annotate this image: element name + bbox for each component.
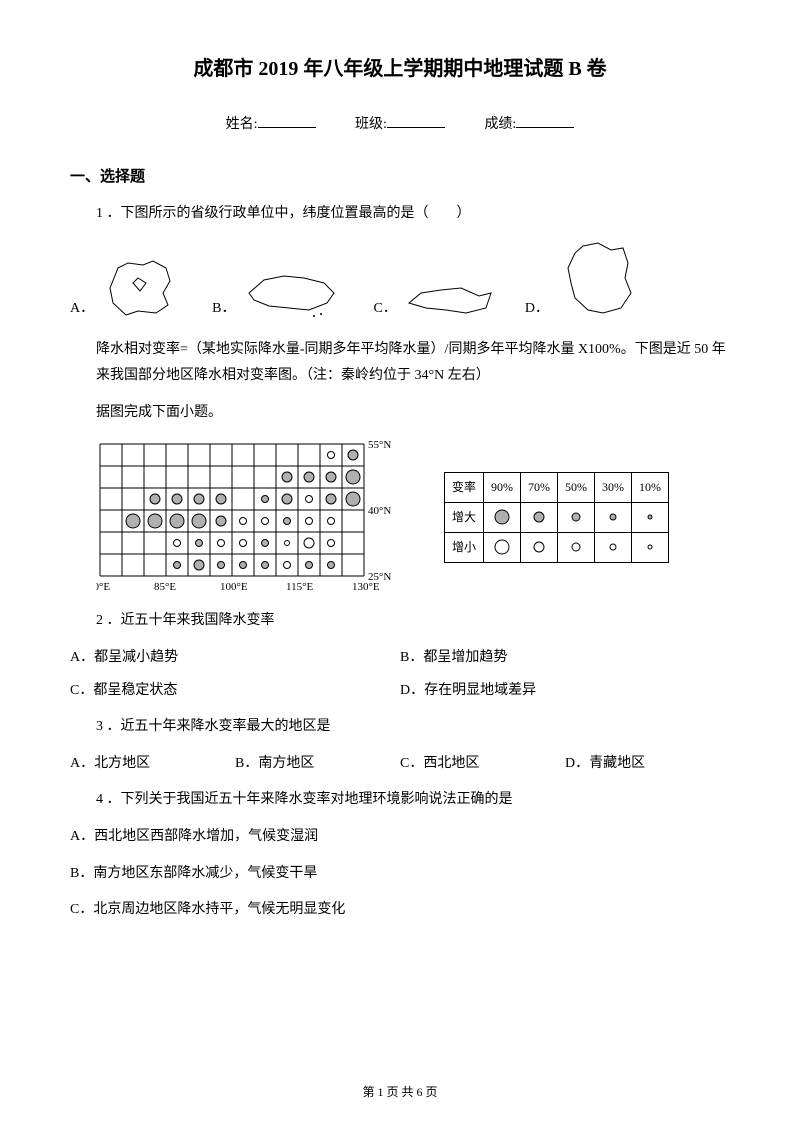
class-label: 班级: [355,117,387,132]
q1-options: A． B． C． D． [70,238,730,323]
svg-text:85°E: 85°E [154,581,176,593]
province-shape-c [401,278,501,323]
q2-text: 2 ．近五十年来我国降水变率 [96,608,730,635]
province-shape-a [98,253,188,323]
name-blank[interactable] [258,112,316,128]
class-blank[interactable] [387,112,445,128]
q3-text: 3 ．近五十年来降水变率最大的地区是 [96,714,730,741]
intro-text-1: 降水相对变率=（某地实际降水量-同期多年平均降水量）/同期多年平均降水量 X10… [96,337,730,390]
q1-option-d-label: D． [525,296,549,323]
page-footer: 第 1 页 共 6 页 [0,1081,800,1104]
q3-option-c: C．西北地区 [400,751,565,778]
svg-text:130°E: 130°E [352,581,380,593]
q4-text: 4 ．下列关于我国近五十年来降水变率对地理环境影响说法正确的是 [96,787,730,814]
q2-option-a: A．都呈减小趋势 [70,645,400,672]
header-fields: 姓名: 班级: 成绩: [70,112,730,139]
q2-option-d: D．存在明显地域差异 [400,678,730,705]
legend-table: 变率90%70%50%30%10% 增大 增小 [444,472,669,562]
q4-option-a: A．西北地区西部降水增加，气候变湿润 [70,824,730,851]
q1-option-b-label: B． [212,296,235,323]
intro-text-2: 据图完成下面小题。 [96,400,730,427]
score-label: 成绩: [484,117,516,132]
page-title: 成都市 2019 年八年级上学期期中地理试题 B 卷 [70,50,730,88]
chart-and-legend: 55°N40°N25°N70°E85°E100°E115°E130°E 变率90… [96,440,730,594]
score-blank[interactable] [516,112,574,128]
q1-option-a-label: A． [70,296,94,323]
svg-text:100°E: 100°E [220,581,248,593]
svg-text:55°N: 55°N [368,440,391,451]
q3-option-a: A．北方地区 [70,751,235,778]
precipitation-chart: 55°N40°N25°N70°E85°E100°E115°E130°E [96,440,404,594]
q1-option-c-label: C． [373,296,396,323]
name-label: 姓名: [226,117,258,132]
province-shape-b [239,268,349,323]
q2-option-c: C．都呈稳定状态 [70,678,400,705]
q4-option-c: C．北京周边地区降水持平，气候无明显变化 [70,897,730,924]
svg-text:70°E: 70°E [96,581,110,593]
section-heading: 一、选择题 [70,163,730,192]
province-shape-d [553,238,643,323]
q4-option-b: B．南方地区东部降水减少，气候变干旱 [70,861,730,888]
q3-option-d: D．青藏地区 [565,751,730,778]
q3-option-b: B．南方地区 [235,751,400,778]
q2-option-b: B．都呈增加趋势 [400,645,730,672]
svg-text:40°N: 40°N [368,505,391,517]
svg-text:115°E: 115°E [286,581,313,593]
q1-text: 1 ．下图所示的省级行政单位中，纬度位置最高的是（ ） [96,201,730,228]
